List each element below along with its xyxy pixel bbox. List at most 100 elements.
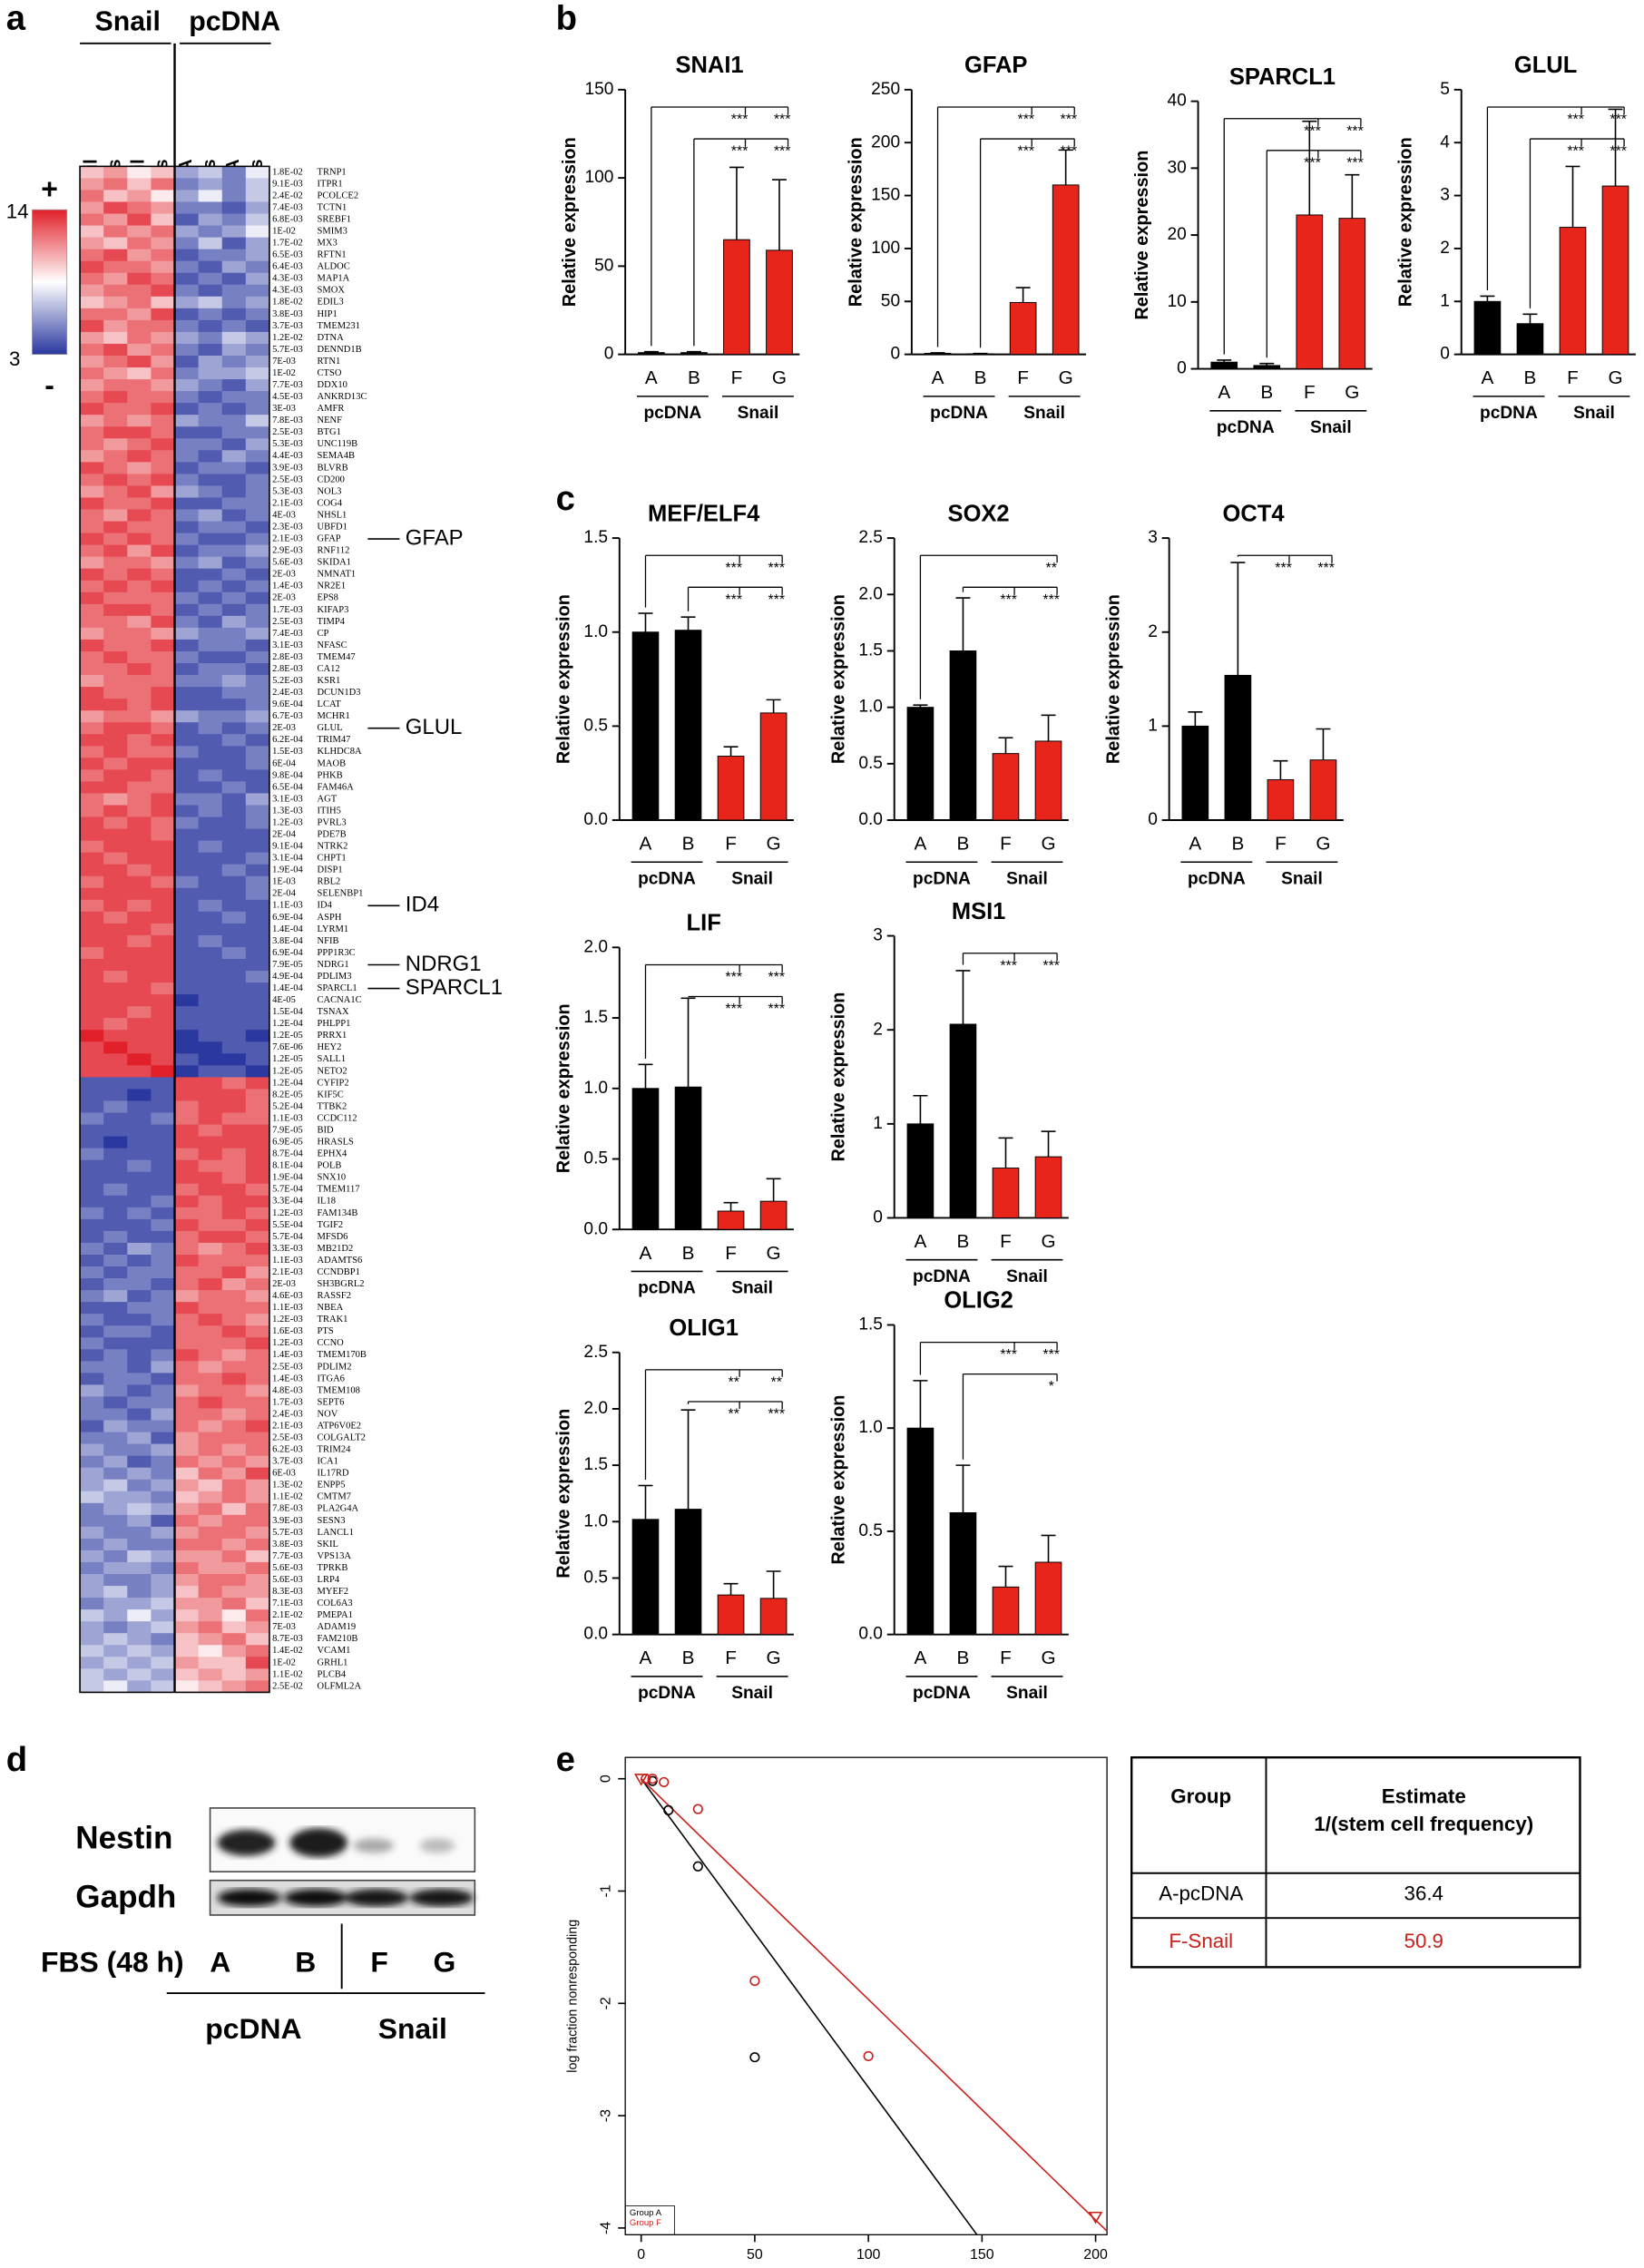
heat-cell	[174, 627, 200, 640]
heat-cell	[103, 237, 128, 250]
heat-cell	[103, 1384, 128, 1397]
heat-cell	[127, 1065, 152, 1078]
heat-cell	[221, 1408, 247, 1422]
heat-cell	[151, 580, 175, 593]
heat-cell	[103, 1148, 128, 1161]
heat-cell	[198, 1148, 223, 1161]
p-value: 1.4E-03	[272, 1374, 303, 1383]
band-label: Gapdh	[75, 1880, 176, 1915]
heat-cell	[221, 746, 247, 758]
heat-cell	[151, 249, 175, 262]
heat-cell	[174, 403, 200, 415]
point	[749, 2052, 760, 2063]
heat-cell	[221, 852, 247, 865]
p-value: 2.8E-03	[272, 652, 303, 662]
heat-cell	[80, 1443, 104, 1457]
y-tick-label: 1.0	[583, 1511, 608, 1530]
heat-cell	[151, 556, 175, 570]
gene-label: VCAM1	[318, 1646, 351, 1656]
heat-cell	[245, 911, 270, 924]
heat-cell	[174, 1041, 200, 1054]
heat-cell	[80, 687, 104, 699]
gene-label: TMEM117	[318, 1185, 360, 1195]
heat-cell	[221, 296, 247, 309]
lane-label: F	[370, 1946, 387, 1979]
group-label: pcDNA	[638, 1279, 696, 1298]
heat-cell	[80, 864, 104, 877]
heat-cell	[174, 758, 200, 770]
gene-label: DENND1B	[318, 345, 362, 355]
heat-cell	[221, 994, 247, 1007]
heat-cell	[103, 308, 128, 321]
y-axis-label: Relative expression	[828, 1395, 848, 1565]
heat-cell	[80, 1562, 104, 1575]
heat-cell	[221, 699, 247, 711]
heat-cell	[245, 591, 270, 605]
heat-cell	[80, 603, 104, 617]
heat-cell	[127, 568, 152, 582]
heat-cell	[151, 331, 175, 345]
gene-label: ANKRD13C	[318, 392, 367, 402]
x-tick-label: F	[731, 367, 743, 388]
heat-cell	[151, 710, 175, 723]
p-value: 9.1E-03	[272, 179, 303, 189]
p-value: 1.2E-05	[272, 1054, 303, 1064]
y-tick-label: 0.0	[858, 810, 883, 829]
heat-cell	[127, 1124, 152, 1138]
heat-cell	[245, 1680, 270, 1693]
heat-cell	[127, 1361, 152, 1374]
heat-cell	[151, 994, 175, 1007]
heat-cell	[245, 1100, 270, 1113]
p-value: 5.7E-04	[272, 1232, 303, 1242]
heat-cell	[245, 462, 270, 474]
heat-cell	[151, 734, 175, 747]
heat-cell	[127, 982, 152, 995]
heat-cell	[103, 1006, 128, 1019]
gene-label: CD200	[318, 474, 345, 484]
heat-cell	[103, 769, 128, 782]
significance: ***	[1000, 592, 1017, 608]
gene-label: PCOLCE2	[318, 191, 359, 200]
heat-cell	[80, 1302, 104, 1315]
heat-cell	[221, 816, 247, 830]
heat-cell	[198, 1089, 223, 1101]
heat-cell	[80, 1574, 104, 1587]
significance: **	[729, 1374, 739, 1390]
heat-cell	[80, 1609, 104, 1622]
heat-cell	[174, 509, 200, 523]
gene-label: TGIF2	[318, 1220, 344, 1230]
heat-cell	[103, 1077, 128, 1090]
heat-cell	[151, 1491, 175, 1504]
heat-cell	[174, 699, 200, 711]
heat-cell	[151, 699, 175, 711]
heat-cell	[151, 1668, 175, 1681]
heat-cell	[174, 1065, 200, 1078]
heat-cell	[103, 710, 128, 723]
gene-label: RASSF2	[318, 1291, 351, 1301]
heat-cell	[174, 533, 200, 546]
heat-cell	[80, 994, 104, 1007]
y-tick-label: 0.0	[583, 1219, 608, 1238]
significance: ***	[1042, 958, 1060, 973]
gene-label: PHLPP1	[318, 1019, 351, 1029]
x-tick-label: F	[1567, 367, 1579, 388]
heat-cell	[80, 923, 104, 936]
colorbar-plus: +	[41, 172, 58, 205]
heat-cell	[198, 1242, 223, 1256]
heat-cell	[245, 521, 270, 534]
heat-cell	[174, 474, 200, 486]
gene-label: SELENBP1	[318, 889, 364, 899]
heat-cell	[221, 1586, 247, 1598]
heat-cell	[198, 1526, 223, 1540]
heat-cell	[221, 308, 247, 321]
p-value: 1.2E-03	[272, 1208, 303, 1218]
heat-cell	[80, 1479, 104, 1492]
heat-cell	[127, 852, 152, 865]
heat-cell	[245, 852, 270, 865]
heat-cell	[174, 946, 200, 960]
heat-cell	[174, 1491, 200, 1504]
heat-cell	[127, 1183, 152, 1197]
y-tick-label: 2	[1148, 622, 1158, 641]
heat-cell	[221, 1609, 247, 1622]
